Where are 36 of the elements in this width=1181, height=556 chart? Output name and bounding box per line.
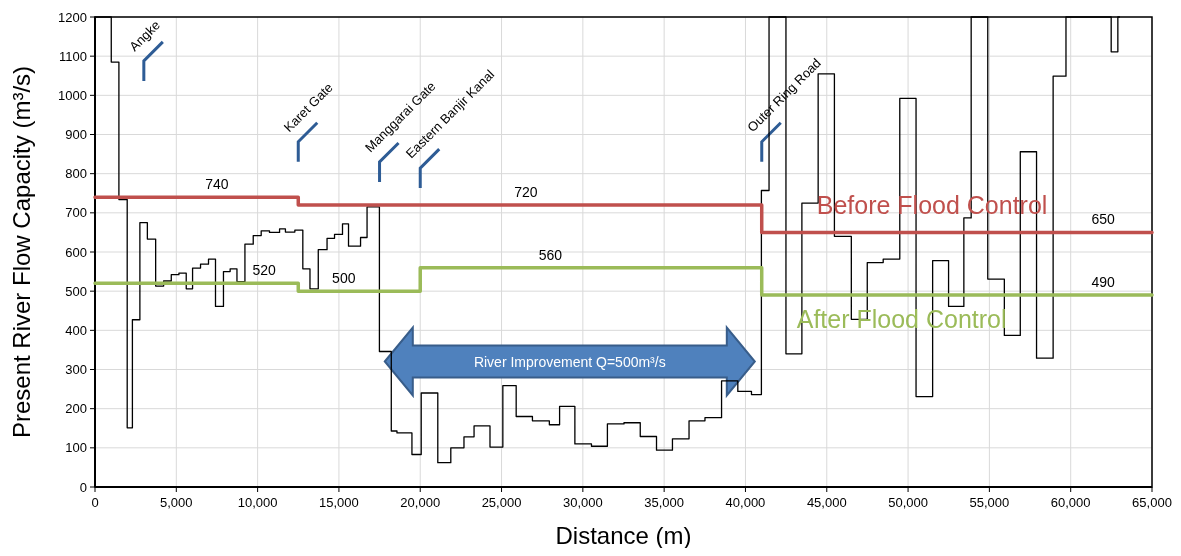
x-tick-label: 20,000 bbox=[400, 495, 441, 510]
data-label: 520 bbox=[252, 262, 277, 279]
data-label: 500 bbox=[332, 270, 356, 287]
y-tick-label: 400 bbox=[65, 322, 87, 338]
data-label: 720 bbox=[514, 184, 538, 200]
x-tick-label: 25,000 bbox=[481, 495, 522, 510]
x-tick-label: 50,000 bbox=[888, 495, 928, 510]
x-tick-label: 55,000 bbox=[969, 495, 1010, 510]
data-label: 650 bbox=[1091, 211, 1116, 228]
x-tick-label: 65,000 bbox=[1132, 495, 1172, 510]
y-tick-label: 0 bbox=[79, 479, 87, 495]
x-tick-label: 45,000 bbox=[806, 495, 847, 510]
x-tick-label: 5,000 bbox=[160, 495, 193, 510]
x-tick-label: 60,000 bbox=[1050, 495, 1091, 510]
y-tick-label: 1200 bbox=[58, 9, 87, 25]
data-label: 740 bbox=[205, 176, 229, 193]
x-tick-label: 0 bbox=[91, 495, 99, 510]
y-tick-label: 700 bbox=[65, 205, 87, 221]
x-tick-label: 35,000 bbox=[644, 495, 685, 510]
data-label: 560 bbox=[538, 246, 563, 263]
annotation: River Improvement Q=500m³/s bbox=[473, 353, 666, 370]
y-tick-label: 300 bbox=[65, 362, 87, 377]
y-tick-label: 500 bbox=[65, 283, 87, 299]
y-tick-label: 1100 bbox=[59, 48, 87, 64]
y-tick-label: 900 bbox=[65, 127, 87, 142]
x-tick-label: 10,000 bbox=[237, 495, 278, 510]
y-axis-title: Present River Flow Capacity (m³/s) bbox=[8, 65, 35, 439]
x-tick-label: 30,000 bbox=[562, 495, 603, 510]
y-tick-label: 600 bbox=[65, 244, 87, 260]
x-tick-label: 15,000 bbox=[319, 495, 359, 510]
y-tick-label: 200 bbox=[65, 401, 87, 417]
x-tick-label: 40,000 bbox=[725, 495, 766, 510]
data-label: 490 bbox=[1091, 274, 1116, 291]
y-tick-label: 100 bbox=[65, 440, 87, 456]
y-tick-label: 800 bbox=[65, 166, 87, 182]
y-tick-label: 1000 bbox=[58, 87, 87, 103]
